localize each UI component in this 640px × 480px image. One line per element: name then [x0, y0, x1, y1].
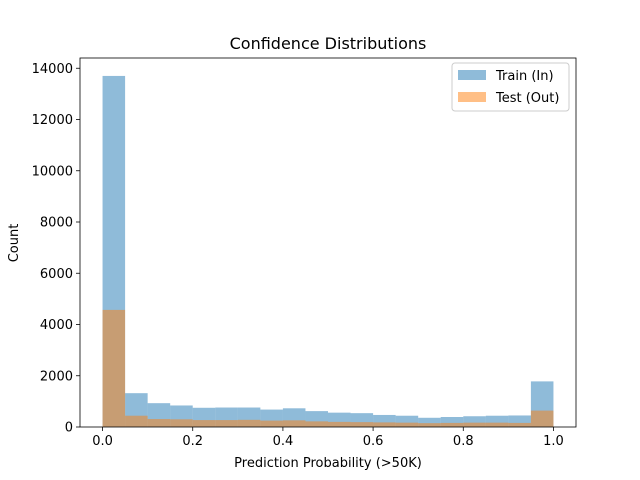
x-axis: 0.0 0.2 0.4 0.6 0.8 1.0 [92, 427, 564, 449]
bar-series-1-bin-14 [395, 415, 419, 427]
bar-series-2-bin-10 [305, 421, 328, 427]
x-tick-label: 0.0 [92, 434, 113, 449]
bar-series-2-bin-2 [125, 415, 148, 427]
bar-series-2-bin-19 [508, 422, 531, 427]
y-tick-label: 10000 [32, 164, 73, 179]
bar-series-2-bin-8 [260, 420, 283, 427]
bar-series-1-bin-17 [463, 416, 486, 427]
x-tick-label: 1.0 [543, 434, 564, 449]
bar-series-2-bin-16 [440, 422, 464, 427]
bar-series-2-bin-6 [215, 420, 238, 427]
y-tick-label: 0 [65, 421, 73, 436]
x-tick-label: 0.6 [363, 434, 384, 449]
x-tick-label: 0.8 [453, 434, 474, 449]
chart-title: Confidence Distributions [230, 34, 427, 53]
legend: Train (In) Test (Out) [451, 62, 570, 112]
bar-series-2-bin-9 [282, 420, 306, 427]
bar-series-2-bin-15 [418, 423, 441, 427]
plot-border [79, 57, 577, 428]
bar-series-2-bin-11 [328, 421, 351, 427]
bar-series-1-bin-15 [418, 417, 441, 427]
bar-series-2-bin-4 [170, 419, 193, 427]
x-axis-label: Prediction Probability (>50K) [234, 456, 422, 471]
bar-series-2-bin-7 [237, 419, 261, 427]
bar-series-1-bin-16 [440, 417, 464, 427]
bar-series-2-bin-18 [485, 422, 509, 427]
y-tick-label: 12000 [32, 113, 73, 128]
legend-label-2: Test (Out) [495, 91, 559, 106]
bar-series-2-bin-17 [463, 422, 486, 427]
x-tick-label: 0.2 [182, 434, 203, 449]
bar-series-2-bin-12 [350, 422, 374, 427]
x-tick-label: 0.4 [273, 434, 294, 449]
y-axis-label: Count [7, 224, 22, 263]
bar-series-2-bin-1 [102, 309, 126, 427]
y-tick-label: 2000 [40, 369, 73, 384]
legend-swatch-1 [458, 70, 486, 80]
bar-series-1-bin-18 [485, 415, 509, 427]
bar-series-2-bin-14 [395, 422, 419, 427]
y-tick-label: 6000 [40, 267, 73, 282]
legend-label-1: Train (In) [495, 69, 554, 84]
bar-series-2-bin-20 [530, 410, 554, 427]
bar-series-1-bin-19 [508, 415, 531, 427]
bar-series-2-bin-13 [373, 422, 396, 427]
y-tick-label: 14000 [32, 62, 73, 77]
y-tick-label: 8000 [40, 216, 73, 231]
legend-swatch-2 [458, 92, 486, 102]
plot-frame [79, 57, 577, 428]
bar-series-2-bin-3 [147, 419, 171, 427]
bars-layer [102, 75, 554, 427]
y-axis: 0 2000 4000 6000 8000 10000 12000 14000 [32, 62, 80, 436]
bar-series-2-bin-5 [192, 420, 216, 427]
y-tick-label: 4000 [40, 318, 73, 333]
